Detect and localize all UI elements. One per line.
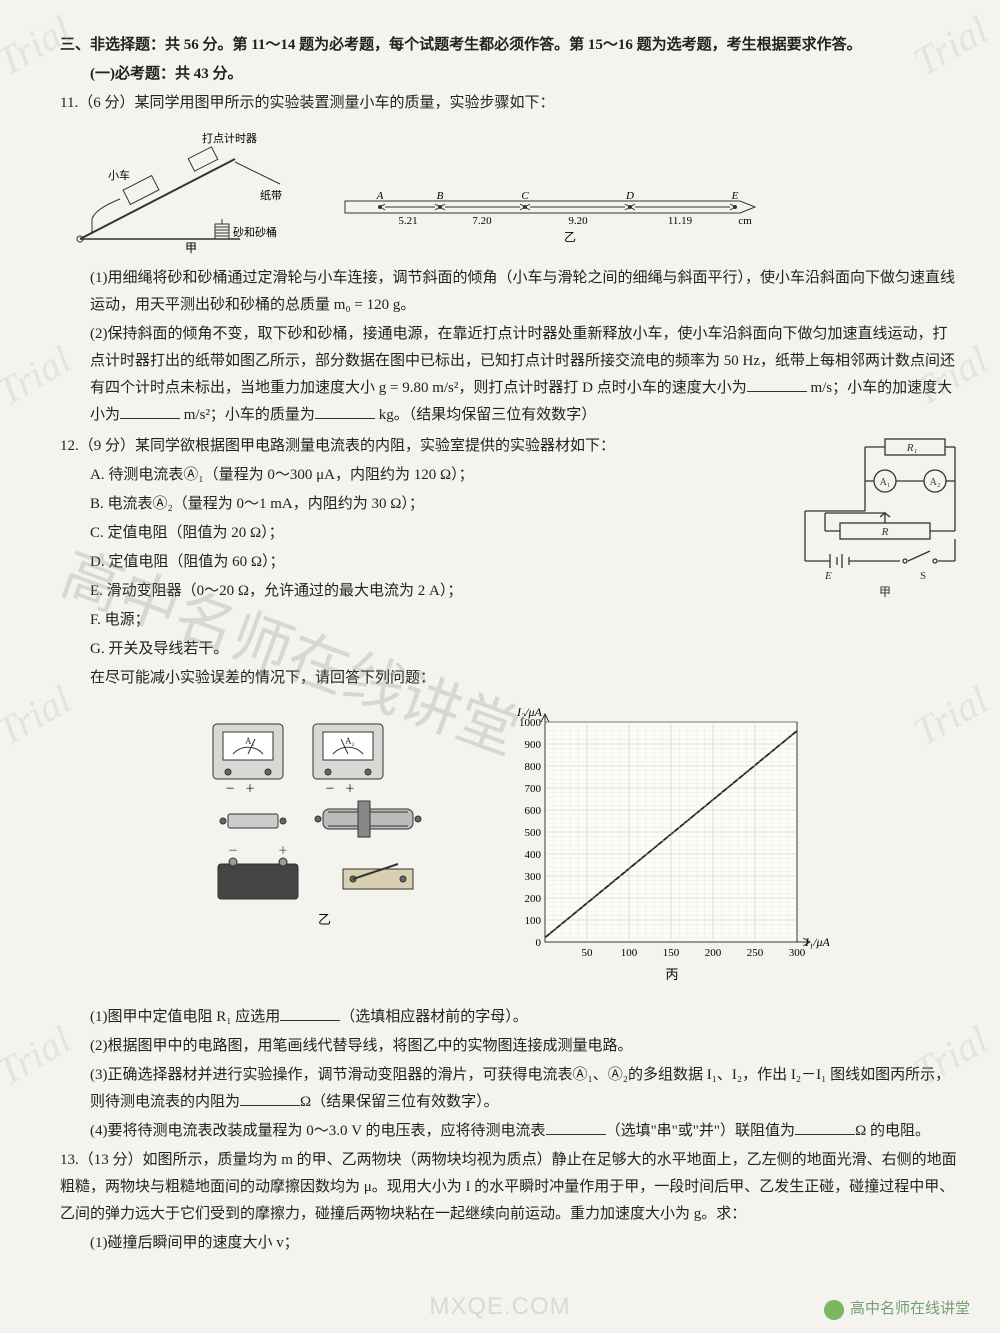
svg-text:乙: 乙 xyxy=(318,912,331,927)
x-label: I₁/μA xyxy=(804,935,831,949)
y-ticks: 0 100 200 300 400 500 600 700 800 900 10… xyxy=(519,717,542,949)
q12-figures: A₁ A₂ － ＋ － ＋ xyxy=(60,704,960,994)
svg-text:300: 300 xyxy=(789,947,806,959)
svg-text:E: E xyxy=(824,570,832,582)
svg-text:400: 400 xyxy=(524,849,541,861)
svg-text:200: 200 xyxy=(524,893,541,905)
tape-diagram: A B C D E 5.21 xyxy=(340,189,760,244)
svg-text:700: 700 xyxy=(524,783,541,795)
q12-prompt: 在尽可能减小实验误差的情况下，请回答下列问题： xyxy=(60,665,760,692)
q12-block: 12.（9 分）某同学欲根据图甲电路测量电流表的内阻，实验室提供的实验器材如下：… xyxy=(60,431,960,694)
section-subheader: (一)必考题：共 43 分。 xyxy=(60,61,960,88)
q12-item-e: E. 滑动变阻器（0～20 Ω，允许通过的最大电流为 2 A）； xyxy=(60,578,760,605)
x-ticks: 50 100 150 200 250 300 xyxy=(581,947,805,959)
svg-text:＋: ＋ xyxy=(278,846,288,857)
svg-text:C: C xyxy=(521,190,529,202)
svg-text:D: D xyxy=(625,190,634,202)
incline-diagram: 打点计时器 小车 纸带 砂和砂桶 甲 xyxy=(60,119,320,263)
circuit-diagram: R₁ A₁ A₂ R xyxy=(790,431,960,591)
q12-item-d: D. 定值电阻（阻值为 60 Ω）； xyxy=(60,549,760,576)
svg-text:R: R xyxy=(881,526,889,538)
section-header: 三、非选择题：共 56 分。第 11～14 题为必考题，每个试题考生都必须作答。… xyxy=(60,32,960,59)
q12-item-f: F. 电源； xyxy=(60,607,760,634)
svg-text:A₂: A₂ xyxy=(345,736,355,746)
svg-text:－ ＋: － ＋ xyxy=(225,784,255,795)
q12-stem: 12.（9 分）某同学欲根据图甲电路测量电流表的内阻，实验室提供的实验器材如下： xyxy=(60,433,760,460)
svg-text:300: 300 xyxy=(524,871,541,883)
svg-text:7.20: 7.20 xyxy=(472,215,492,227)
svg-text:9.20: 9.20 xyxy=(568,215,588,227)
i2-i1-chart: 0 100 200 300 400 500 600 700 800 900 10… xyxy=(497,704,837,984)
svg-text:A₂: A₂ xyxy=(930,477,941,488)
q12-sub4: (4)要将待测电流表改装成量程为 0～3.0 V 的电压表，应将待测电流表（选填… xyxy=(60,1118,960,1145)
svg-text:5.21: 5.21 xyxy=(398,215,417,227)
wechat-icon xyxy=(824,1300,844,1320)
svg-text:11.19: 11.19 xyxy=(668,215,693,227)
q12-sub3: (3)正确选择器材并进行实验操作，调节滑动变阻器的滑片，可获得电流表Ⓐ₁、Ⓐ₂的… xyxy=(60,1062,960,1116)
svg-text:R₁: R₁ xyxy=(906,442,918,454)
svg-text:纸带: 纸带 xyxy=(260,189,282,202)
svg-text:乙: 乙 xyxy=(564,230,576,244)
svg-text:600: 600 xyxy=(524,805,541,817)
q12-item-a: A. 待测电流表Ⓐ₁（量程为 0～300 μA，内阻约为 120 Ω）； xyxy=(60,462,760,489)
y-label: I₂/μA xyxy=(516,705,543,719)
q11-stem: 11.（6 分）某同学用图甲所示的实验装置测量小车的质量，实验步骤如下： xyxy=(60,90,960,117)
svg-text:A: A xyxy=(376,190,384,202)
svg-text:250: 250 xyxy=(747,947,764,959)
svg-text:B: B xyxy=(437,190,444,202)
q12-sub2: (2)根据图甲中的电路图，用笔画线代替导线，将图乙中的实物图连接成测量电路。 xyxy=(60,1033,960,1060)
svg-text:A₁: A₁ xyxy=(245,736,255,746)
q11-p1: (1)用细绳将砂和砂桶通过定滑轮与小车连接，调节斜面的倾角（小车与滑轮之间的细绳… xyxy=(60,265,960,319)
q13-sub1: (1)碰撞后瞬间甲的速度大小 v； xyxy=(60,1230,960,1257)
svg-text:cm: cm xyxy=(738,215,752,227)
svg-text:900: 900 xyxy=(524,739,541,751)
footer-url: MXQE.COM xyxy=(429,1285,570,1328)
svg-text:50: 50 xyxy=(581,947,593,959)
q12-item-c: C. 定值电阻（阻值为 20 Ω）； xyxy=(60,520,760,547)
svg-text:E: E xyxy=(731,190,739,202)
svg-text:200: 200 xyxy=(705,947,722,959)
svg-text:0: 0 xyxy=(535,937,541,949)
svg-text:甲: 甲 xyxy=(185,241,197,254)
svg-text:500: 500 xyxy=(524,827,541,839)
q13-stem: 13.（13 分）如图所示，质量均为 m 的甲、乙两物块（两物块均视为质点）静止… xyxy=(60,1147,960,1228)
svg-text:100: 100 xyxy=(621,947,638,959)
svg-text:－ ＋: － ＋ xyxy=(325,784,355,795)
chart-caption: 丙 xyxy=(665,967,678,982)
q11-figures: 打点计时器 小车 纸带 砂和砂桶 甲 A xyxy=(60,119,960,263)
exam-page: Trial Trial Trial Trial Trial Trial Tria… xyxy=(0,0,1000,1333)
q12-item-b: B. 电流表Ⓐ₂（量程为 0～1 mA，内阻约为 30 Ω）； xyxy=(60,491,760,518)
svg-text:小车: 小车 xyxy=(108,168,130,182)
apparatus-photo: A₁ A₂ － ＋ － ＋ xyxy=(183,704,463,934)
svg-text:100: 100 xyxy=(524,915,541,927)
footer-watermark: 高中名师在线讲堂 xyxy=(824,1296,970,1323)
q11-p2: (2)保持斜面的倾角不变，取下砂和砂桶，接通电源，在靠近打点计时器处重新释放小车… xyxy=(60,321,960,429)
svg-text:150: 150 xyxy=(663,947,680,959)
svg-text:打点计时器: 打点计时器 xyxy=(202,131,257,145)
q12-item-g: G. 开关及导线若干。 xyxy=(60,636,760,663)
q12-sub1: (1)图甲中定值电阻 R₁ 应选用（选填相应器材前的字母）。 xyxy=(60,1004,960,1031)
svg-text:S: S xyxy=(920,570,926,582)
svg-text:－: － xyxy=(228,846,238,857)
svg-text:800: 800 xyxy=(524,761,541,773)
svg-text:A₁: A₁ xyxy=(880,477,891,488)
svg-text:砂和砂桶: 砂和砂桶 xyxy=(233,225,277,239)
svg-text:甲: 甲 xyxy=(879,585,891,599)
